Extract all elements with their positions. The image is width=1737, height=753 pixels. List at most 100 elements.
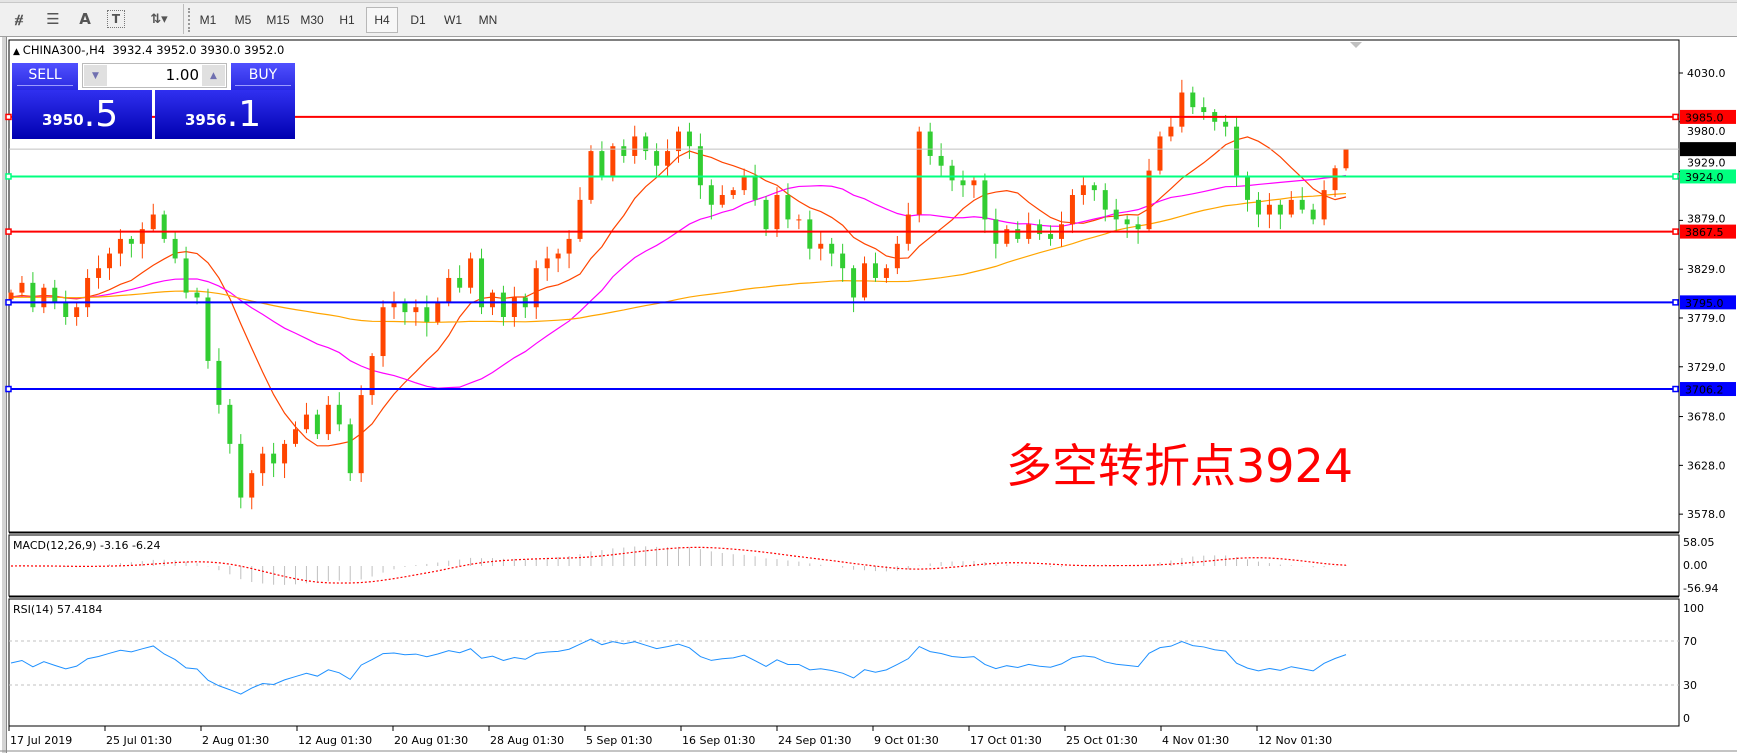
timeframe-d1[interactable]: D1	[410, 13, 426, 27]
candle-body[interactable]	[807, 219, 813, 249]
candle-body[interactable]	[883, 268, 889, 278]
candle-body[interactable]	[1310, 209, 1316, 220]
buy-price-button[interactable]: 3956.1	[155, 90, 295, 139]
candle-body[interactable]	[840, 253, 846, 269]
candle-body[interactable]	[643, 136, 649, 152]
candle-body[interactable]	[1201, 107, 1207, 113]
candle-body[interactable]	[1080, 185, 1086, 195]
candle-body[interactable]	[949, 165, 955, 181]
candle-body[interactable]	[63, 302, 69, 317]
candle-body[interactable]	[829, 243, 835, 254]
candle-body[interactable]	[862, 263, 868, 298]
candle-body[interactable]	[1004, 229, 1010, 244]
candle-body[interactable]	[1037, 224, 1043, 235]
candle-body[interactable]	[577, 199, 583, 239]
candle-body[interactable]	[1277, 204, 1283, 215]
timeframe-h1[interactable]: H1	[339, 13, 355, 27]
level-handle-left[interactable]	[5, 173, 12, 180]
candle-body[interactable]	[1069, 195, 1075, 225]
timeframe-w1[interactable]: W1	[444, 13, 462, 27]
buy-button[interactable]: BUY	[231, 63, 295, 90]
candle-body[interactable]	[500, 292, 506, 317]
candle-body[interactable]	[1245, 175, 1251, 200]
candle-body[interactable]	[293, 429, 299, 444]
candle-body[interactable]	[282, 443, 288, 464]
candle-body[interactable]	[347, 424, 353, 474]
candle-body[interactable]	[8, 292, 14, 300]
fibonacci-expansion-icon[interactable]: ⧣	[14, 10, 24, 28]
candle-body[interactable]	[785, 195, 791, 220]
candle-body[interactable]	[621, 146, 627, 156]
level-handle-right[interactable]	[1672, 385, 1679, 393]
lot-size-input[interactable]: ▼ 1.00 ▲	[82, 63, 227, 88]
candle-body[interactable]	[489, 292, 495, 308]
candle-body[interactable]	[971, 180, 977, 186]
candle-body[interactable]	[599, 151, 605, 176]
candle-body[interactable]	[982, 180, 988, 220]
toolbar-grip[interactable]	[188, 8, 190, 32]
candle-body[interactable]	[161, 214, 167, 239]
candle-body[interactable]	[610, 146, 616, 176]
candle-body[interactable]	[894, 243, 900, 269]
candle-body[interactable]	[30, 282, 36, 308]
candle-body[interactable]	[128, 238, 134, 244]
level-handle-right[interactable]	[1672, 299, 1679, 306]
candle-body[interactable]	[424, 307, 430, 322]
candle-body[interactable]	[1299, 199, 1305, 210]
candle-body[interactable]	[566, 238, 572, 254]
level-handle-right[interactable]	[1672, 113, 1679, 121]
candle-body[interactable]	[1102, 190, 1108, 210]
candle-body[interactable]	[303, 414, 309, 430]
candle-body[interactable]	[719, 195, 725, 205]
timeframe-m30[interactable]: M30	[300, 13, 324, 27]
candle-body[interactable]	[533, 268, 539, 308]
timeframe-m5[interactable]: M5	[234, 13, 252, 27]
chart-window[interactable]	[0, 37, 1737, 753]
candle-body[interactable]	[1321, 190, 1327, 220]
chart-annotation-text[interactable]: 多空转折点3924	[1006, 439, 1354, 493]
candle-body[interactable]	[1266, 204, 1272, 215]
candle-body[interactable]	[916, 131, 922, 215]
candle-body[interactable]	[938, 155, 944, 166]
candle-body[interactable]	[391, 302, 397, 308]
candle-body[interactable]	[479, 258, 485, 308]
candle-body[interactable]	[183, 258, 189, 293]
level-handle-left[interactable]	[5, 299, 12, 306]
candle-body[interactable]	[1179, 92, 1185, 127]
lot-value[interactable]: 1.00	[165, 66, 199, 84]
candle-body[interactable]	[927, 131, 933, 156]
candle-body[interactable]	[511, 297, 517, 317]
candle-body[interactable]	[730, 190, 736, 195]
candle-body[interactable]	[1146, 170, 1152, 230]
candle-body[interactable]	[314, 414, 320, 435]
candle-body[interactable]	[74, 307, 80, 317]
candle-body[interactable]	[139, 229, 145, 244]
candle-body[interactable]	[905, 214, 911, 244]
candle-body[interactable]	[697, 146, 703, 186]
candle-body[interactable]	[774, 195, 780, 230]
candle-body[interactable]	[457, 277, 463, 288]
candle-body[interactable]	[325, 404, 331, 435]
candle-body[interactable]	[818, 243, 824, 249]
candle-body[interactable]	[336, 404, 342, 425]
candle-body[interactable]	[1168, 126, 1174, 137]
candle-body[interactable]	[872, 263, 878, 278]
candle-body[interactable]	[1091, 185, 1097, 191]
timeframe-m15[interactable]: M15	[266, 13, 290, 27]
sell-button[interactable]: SELL	[12, 63, 78, 90]
level-handle-right[interactable]	[1672, 173, 1679, 180]
candle-body[interactable]	[1113, 209, 1119, 220]
candle-body[interactable]	[960, 180, 966, 186]
candle-body[interactable]	[52, 287, 58, 303]
text-label-icon[interactable]: T	[107, 10, 125, 28]
candle-body[interactable]	[708, 185, 714, 205]
candle-body[interactable]	[238, 443, 244, 498]
candle-body[interactable]	[1223, 121, 1229, 127]
candle-body[interactable]	[741, 175, 747, 191]
lot-increase-button[interactable]: ▲	[202, 65, 225, 86]
candle-body[interactable]	[41, 287, 47, 308]
candle-body[interactable]	[1157, 136, 1163, 171]
candle-body[interactable]	[96, 268, 102, 278]
candle-body[interactable]	[358, 395, 364, 474]
